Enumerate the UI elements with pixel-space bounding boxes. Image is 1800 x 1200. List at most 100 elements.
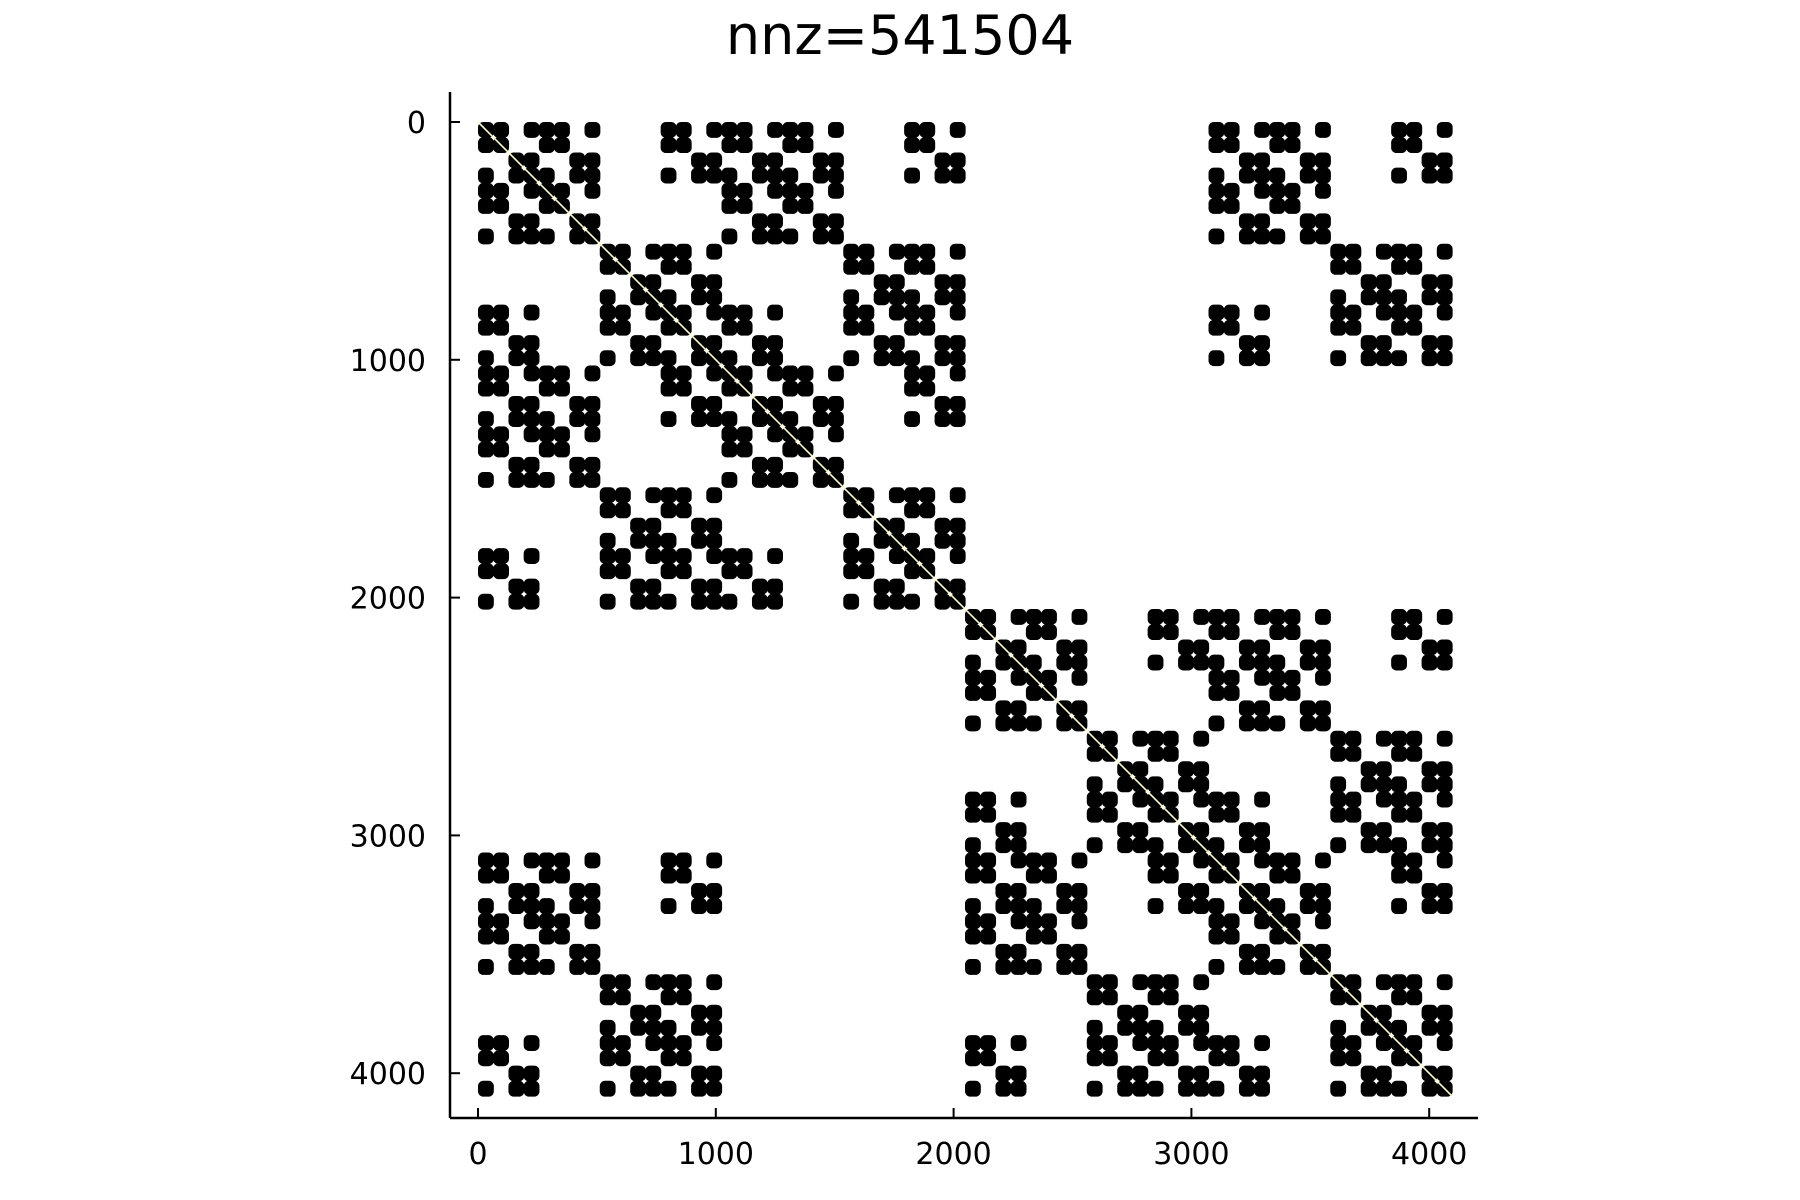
nonzero-block (934, 411, 951, 427)
nonzero-block (554, 867, 570, 884)
nonzero-block (1086, 989, 1103, 1006)
nonzero-block (980, 1035, 997, 1051)
nonzero-block (888, 487, 905, 504)
nonzero-block (1330, 989, 1347, 1006)
nonzero-block (1010, 852, 1027, 869)
nonzero-block (888, 335, 905, 351)
nonzero-block (614, 1035, 631, 1051)
nonzero-block (767, 304, 783, 321)
nonzero-block (1421, 882, 1438, 899)
nonzero-block (1025, 624, 1042, 641)
nonzero-block (949, 578, 966, 595)
nonzero-block (721, 198, 738, 214)
nonzero-block (1436, 654, 1453, 671)
nonzero-block (904, 380, 920, 397)
nonzero-block (493, 548, 510, 564)
nonzero-block (980, 685, 997, 701)
nonzero-block (599, 548, 616, 564)
nonzero-block (1330, 730, 1347, 747)
nonzero-block (965, 791, 981, 808)
nonzero-block (919, 304, 936, 321)
nonzero-block (660, 122, 677, 138)
nonzero-block (660, 137, 677, 154)
nonzero-block (1406, 609, 1423, 625)
nonzero-block (1330, 791, 1347, 808)
nonzero-block (493, 182, 510, 199)
nonzero-block (1086, 745, 1103, 762)
nonzero-block (1436, 122, 1453, 138)
nonzero-block (691, 152, 707, 169)
nonzero-block (508, 1065, 525, 1082)
nonzero-block (478, 852, 494, 869)
nonzero-block (1375, 335, 1392, 351)
nonzero-block (1269, 167, 1286, 184)
nonzero-block (843, 548, 860, 564)
nonzero-block (584, 411, 601, 427)
nonzero-block (706, 1035, 723, 1051)
nonzero-block (1375, 776, 1392, 793)
nonzero-block (538, 472, 555, 488)
x-tick-label: 1000 (678, 1137, 754, 1172)
nonzero-block (812, 472, 829, 488)
nonzero-block (1375, 1035, 1392, 1051)
nonzero-block (736, 365, 753, 382)
nonzero-block (1208, 1080, 1225, 1097)
nonzero-block (569, 395, 586, 412)
nonzero-block (554, 928, 570, 945)
nonzero-block (1208, 624, 1225, 641)
nonzero-block (721, 319, 738, 336)
nonzero-block (554, 365, 570, 382)
nonzero-block (1360, 837, 1377, 854)
nonzero-block (614, 974, 631, 991)
nonzero-block (660, 532, 677, 549)
nonzero-block (995, 898, 1012, 914)
nonzero-block (995, 959, 1012, 975)
nonzero-block (767, 578, 783, 595)
nonzero-block (569, 472, 586, 488)
nonzero-block (782, 365, 799, 382)
nonzero-block (1254, 609, 1270, 625)
nonzero-block (1406, 745, 1423, 762)
nonzero-block (1208, 609, 1225, 625)
nonzero-block (1315, 182, 1331, 199)
nonzero-block (1299, 152, 1316, 169)
nonzero-block (828, 365, 844, 382)
nonzero-block (1223, 685, 1240, 701)
nonzero-block (554, 137, 570, 154)
nonzero-block (1436, 274, 1453, 291)
nonzero-block (1375, 274, 1392, 291)
nonzero-block (706, 122, 723, 138)
nonzero-block (919, 258, 936, 275)
nonzero-block (660, 502, 677, 519)
nonzero-block (523, 365, 540, 382)
nonzero-block (1375, 1004, 1392, 1021)
nonzero-block (919, 380, 936, 397)
nonzero-block (478, 319, 494, 336)
nonzero-block (873, 532, 890, 549)
nonzero-block (478, 137, 494, 154)
nonzero-block (508, 882, 525, 899)
nonzero-block (782, 137, 799, 154)
nonzero-block (1147, 1035, 1164, 1051)
nonzero-block (1269, 898, 1286, 914)
nonzero-block (1208, 137, 1225, 154)
nonzero-block (751, 228, 768, 245)
nonzero-block (1254, 304, 1270, 321)
nonzero-block (1086, 1050, 1103, 1067)
nonzero-block (1284, 852, 1301, 869)
nonzero-block (569, 411, 586, 427)
nonzero-block (1238, 654, 1255, 671)
nonzero-block (523, 882, 540, 899)
nonzero-block (478, 563, 494, 580)
nonzero-block (1010, 822, 1027, 838)
nonzero-block (630, 517, 647, 534)
nonzero-block (493, 852, 510, 869)
nonzero-block (660, 548, 677, 564)
nonzero-block (767, 182, 783, 199)
nonzero-block (660, 974, 677, 991)
nonzero-block (721, 426, 738, 443)
nonzero-block (1375, 304, 1392, 321)
nonzero-block (584, 852, 601, 869)
nonzero-block (949, 395, 966, 412)
